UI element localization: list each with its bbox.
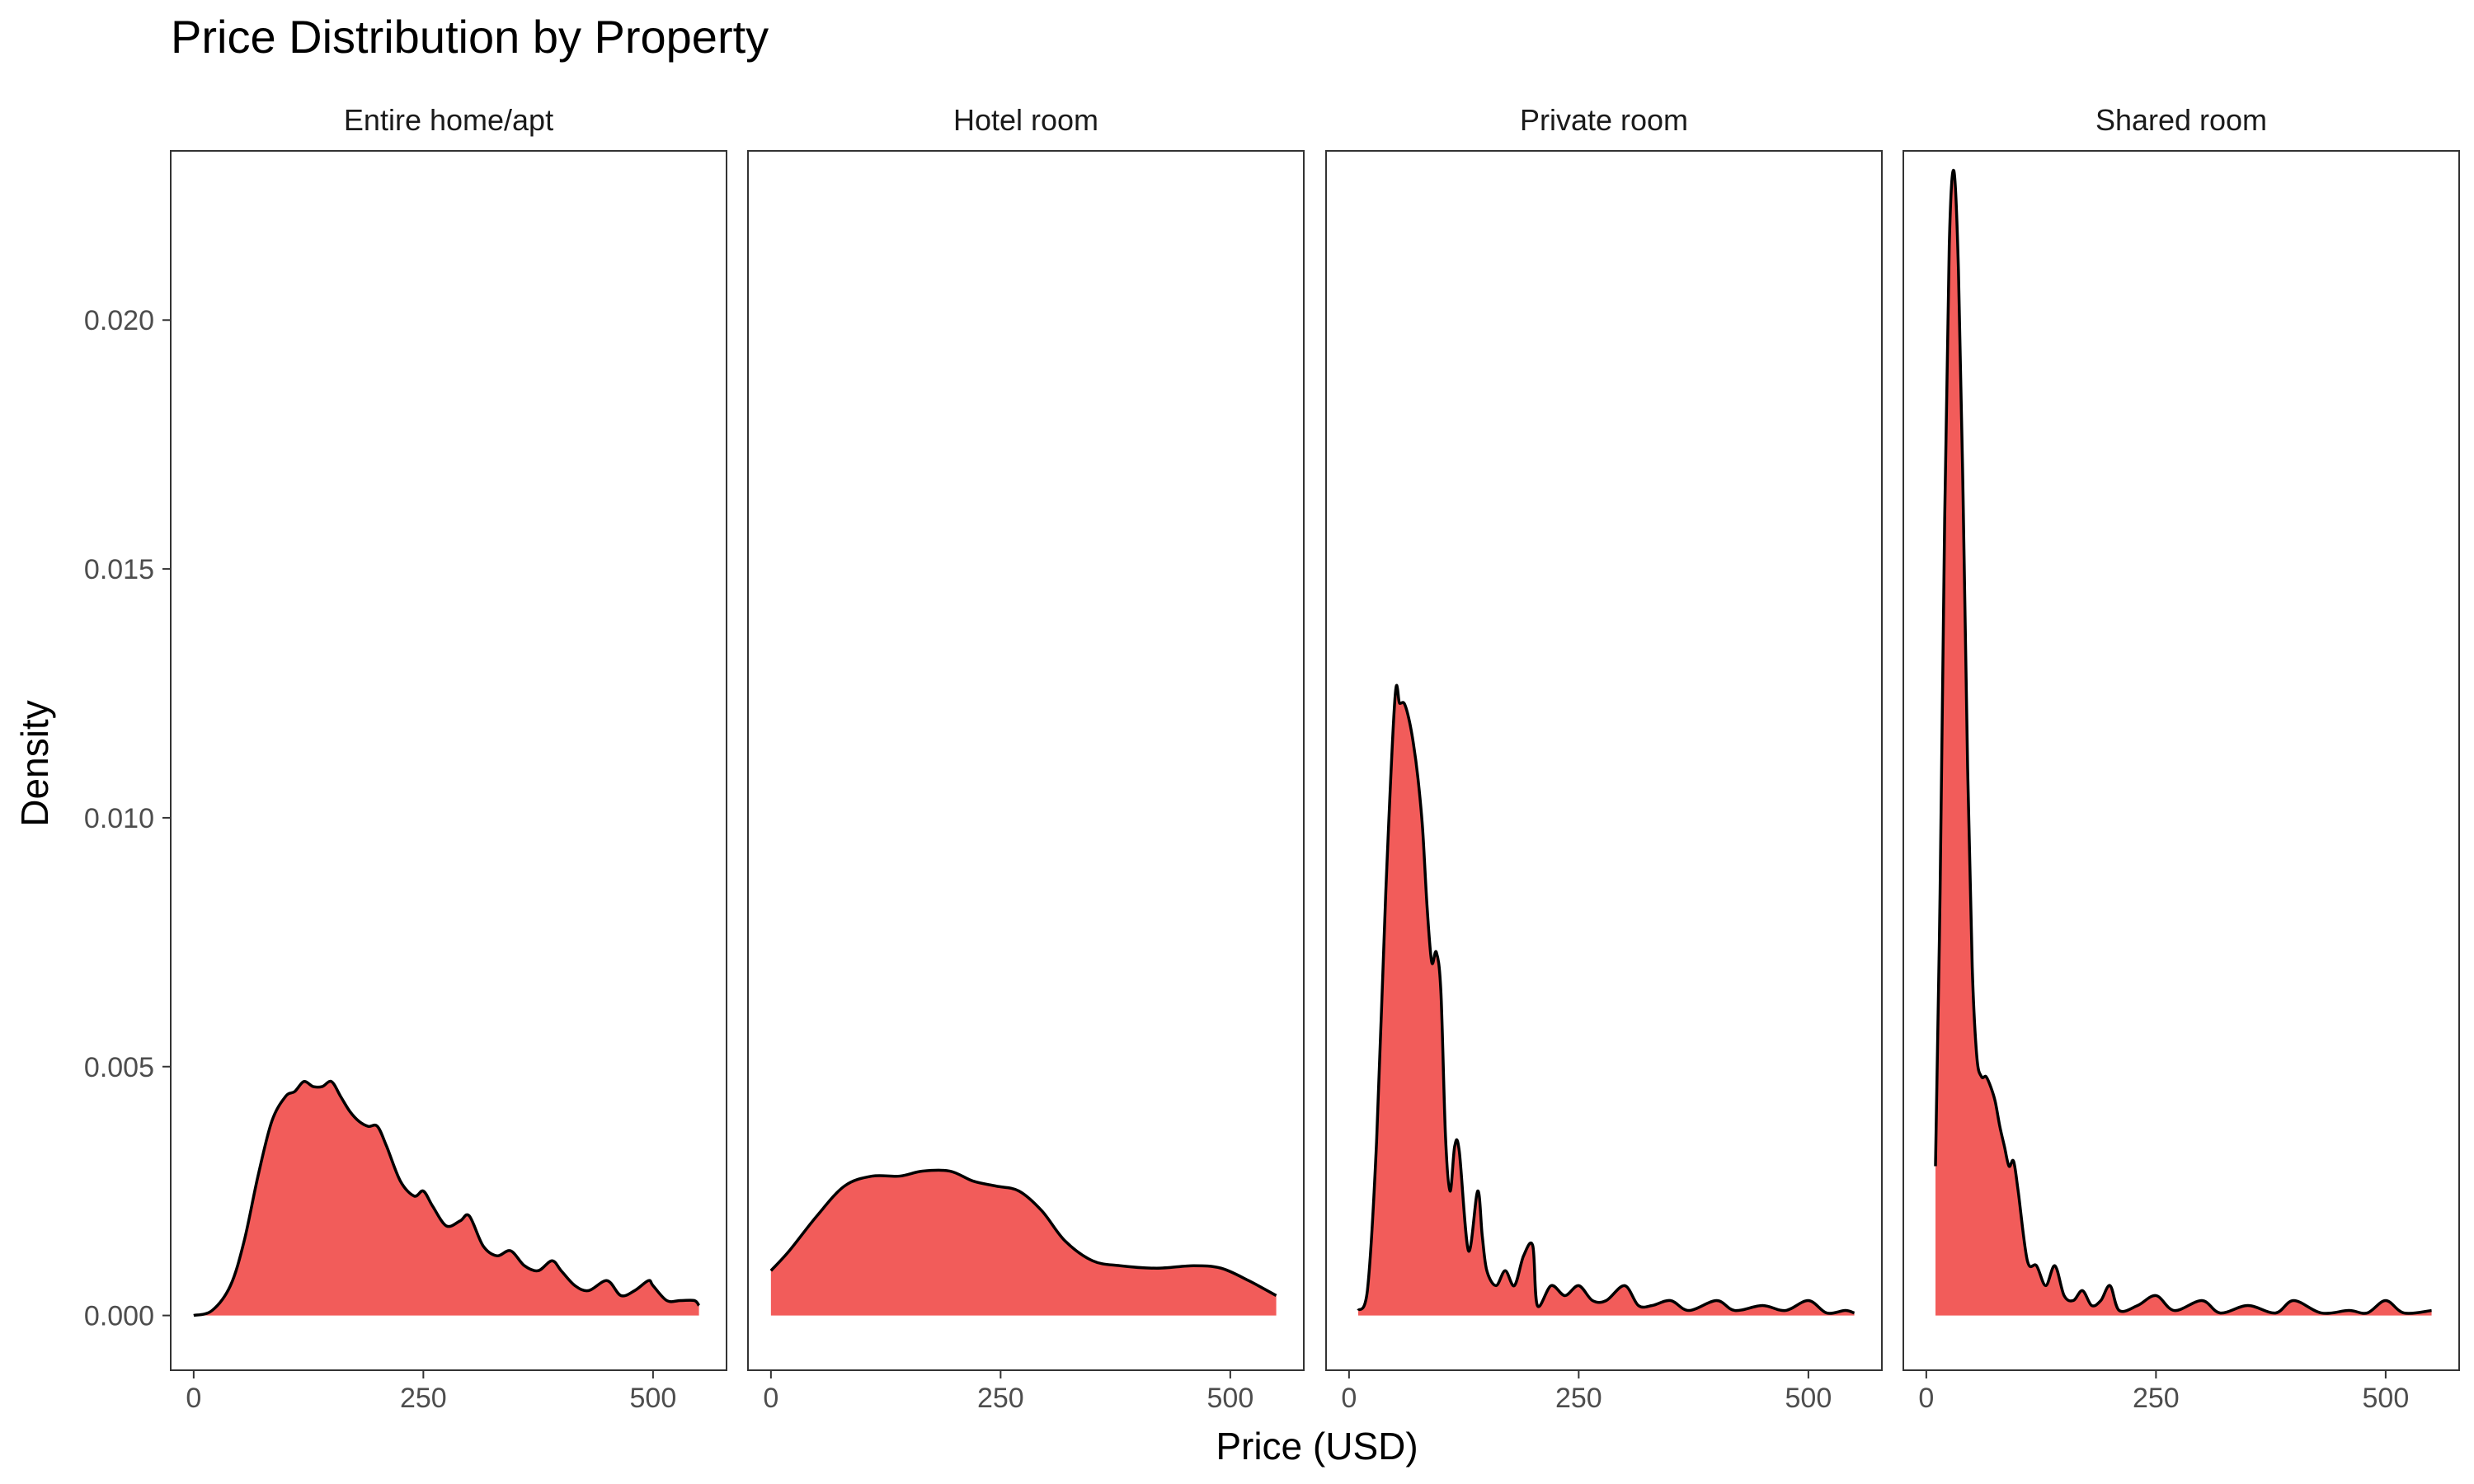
- density-area: [193, 1081, 699, 1316]
- y-tick-label: 0.010: [84, 803, 154, 834]
- x-tick-label: 250: [400, 1383, 447, 1414]
- facet-panel: Private room 0 250 500: [1325, 103, 1883, 1414]
- density-line: [1934, 168, 2432, 1315]
- x-tick-label: 0: [1341, 1383, 1357, 1414]
- facet-panel: Shared room 0 250 500: [1903, 103, 2460, 1414]
- chart-title: Price Distribution by Property: [171, 11, 769, 63]
- x-tick-label: 500: [630, 1383, 677, 1414]
- panel-border: [1903, 150, 2460, 1371]
- x-tick-label: 500: [2363, 1383, 2410, 1414]
- facet-label: Shared room: [2095, 103, 2267, 137]
- x-tick-label: 0: [186, 1383, 201, 1414]
- density-area: [1357, 685, 1855, 1316]
- panel-border: [747, 150, 1305, 1371]
- x-tick-label: 250: [2133, 1383, 2180, 1414]
- y-axis-title: Density: [13, 700, 56, 826]
- y-axis: 0.000 0.005 0.010 0.015 0.020: [84, 305, 171, 1332]
- density-line: [193, 1079, 701, 1317]
- x-tick-label: 0: [763, 1383, 778, 1414]
- density-line: [769, 1168, 1277, 1297]
- panel-border: [170, 150, 727, 1371]
- panel-border: [1325, 150, 1883, 1371]
- y-tick-label: 0.015: [84, 554, 154, 585]
- x-tick-label: 0: [1918, 1383, 1934, 1414]
- y-tick-label: 0.005: [84, 1052, 154, 1083]
- x-tick-label: 250: [977, 1383, 1024, 1414]
- y-tick-label: 0.000: [84, 1301, 154, 1332]
- facet-panel: Hotel room 0 250 500: [747, 103, 1305, 1414]
- density-area: [770, 1170, 1277, 1316]
- x-tick-label: 500: [1785, 1383, 1832, 1414]
- facet-label: Entire home/apt: [344, 103, 553, 137]
- x-axis-title: Price (USD): [1216, 1425, 1418, 1468]
- y-tick-label: 0.020: [84, 305, 154, 336]
- facet-label: Hotel room: [953, 103, 1098, 137]
- x-tick-label: 250: [1555, 1383, 1602, 1414]
- density-area: [1935, 170, 2432, 1316]
- facet-label: Private room: [1520, 103, 1688, 137]
- x-tick-label: 500: [1207, 1383, 1254, 1414]
- facet-panel: Entire home/apt 0 250 500: [170, 103, 727, 1414]
- density-line: [1357, 683, 1856, 1315]
